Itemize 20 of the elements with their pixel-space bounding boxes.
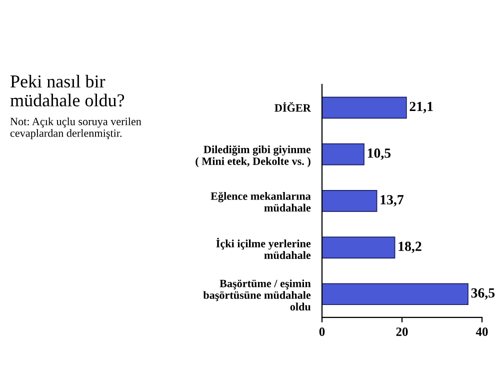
- x-tick-label: 0: [319, 328, 325, 336]
- bar: [322, 236, 396, 258]
- data-label: 18,2: [398, 242, 422, 254]
- text: Peki nasıl bir müdahale oldu?: [10, 74, 124, 107]
- y-tick-label: İçki içilme yerlerine müdahale: [216, 238, 311, 260]
- x-tick-label: 20: [396, 328, 408, 336]
- bar: [322, 190, 378, 212]
- bar: [322, 96, 407, 119]
- text: Not: Açık uçlu soruya verilen cevaplardan derlenmiştir.: [10, 117, 142, 140]
- data-label: 36,5: [471, 288, 495, 300]
- y-tick-label: Eğlence mekanlarına müdahale: [210, 192, 311, 212]
- data-label: 10,5: [368, 148, 391, 160]
- y-tick-label: DİĞER: [274, 102, 311, 112]
- data-label: 13,7: [380, 195, 404, 206]
- x-tick-label: 40: [476, 328, 488, 336]
- bar: [322, 283, 468, 306]
- y-tick-label: Dilediğim gibi giyinme ( Mini etek, Dekolte vs. ): [196, 145, 311, 168]
- bar: [322, 143, 364, 166]
- data-label: 21,1: [410, 102, 433, 114]
- y-tick-label: Başörtüme / eşimin başörtüsüne müdahale oldu: [203, 279, 311, 311]
